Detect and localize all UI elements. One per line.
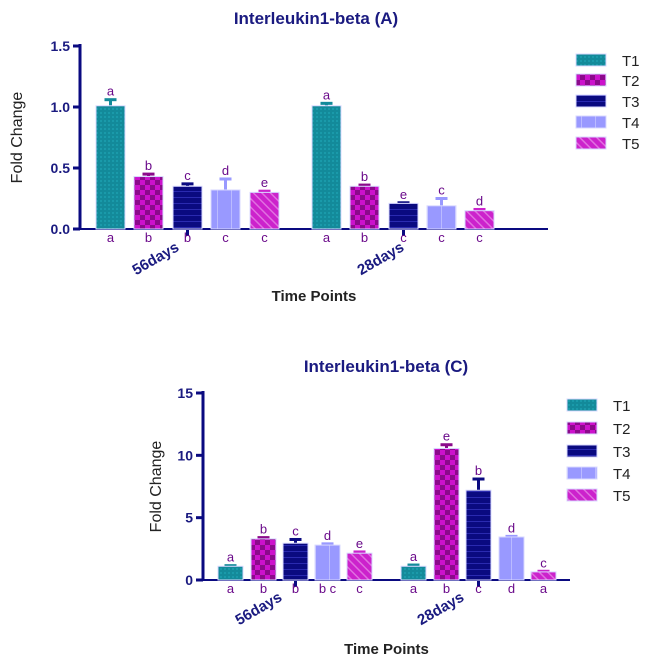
letter-bottom: c [438,230,445,245]
letter-top: b [260,522,267,537]
letter-bottom: c [400,230,407,245]
letter-top: a [107,84,115,99]
bar-t1-56days [217,565,244,581]
legend-swatch-t2 [566,421,598,435]
letter-top: d [324,528,331,543]
letter-bottom: a [540,581,548,596]
bar-t1-56days [95,105,126,230]
bar-t4-56days [314,544,341,581]
legend-label: T1 [613,398,631,415]
bar-t3-56days [172,185,203,230]
legend-swatch-t5 [575,136,607,150]
letter-bottom: c [476,230,483,245]
category-label: 56days [232,589,285,629]
y-tick-label: 15 [177,385,193,401]
bar-t3-28days [465,489,492,581]
letter-top: a [227,550,235,565]
legend-label: T1 [622,53,640,70]
x-axis-label: Time Points [344,641,429,658]
legend-label: T5 [613,488,631,505]
y-tick-label: 0.5 [51,160,71,176]
letter-top: d [508,520,515,535]
y-tick-label: 1.5 [51,38,71,54]
legend-label: T3 [613,444,631,461]
bar-t2-56days [250,538,277,581]
bar-t5-28days [464,210,495,230]
letter-top: c [540,555,547,570]
legend-label: T4 [622,115,640,132]
y-tick-label: 0 [185,572,193,588]
bar-t5-28days [530,571,557,581]
y-tick-label: 1.0 [51,99,71,115]
bar-t4-28days [498,536,525,581]
letter-top: e [400,187,407,202]
letter-bottom: b c [319,581,337,596]
letter-top: c [438,183,445,198]
bar-t4-56days [210,189,241,230]
letter-top: a [323,87,331,102]
legend-label: T2 [622,73,640,90]
letter-bottom: b [145,230,152,245]
bar-t4-28days [426,205,457,230]
legend-label: T4 [613,466,631,483]
letter-bottom: d [508,581,515,596]
legend-label: T2 [613,421,631,438]
bar-t1-28days [400,565,427,581]
y-axis-label: Fold Change [9,92,26,184]
legend-swatch-t5 [566,488,598,502]
legend-swatch-t4 [575,115,607,129]
letter-bottom: c [356,581,363,596]
letter-top: e [261,175,268,190]
letter-bottom: a [323,230,331,245]
y-axis-label: Fold Change [148,441,165,533]
letter-top: b [145,158,152,173]
chart-title: Interleukin1-beta (C) [304,357,468,376]
bar-t3-56days [282,542,309,581]
letter-top: e [356,536,363,551]
legend-label: T3 [622,94,640,111]
legend-swatch-t1 [566,398,598,412]
legend-swatch-t2 [575,73,607,87]
category-label: 28days [414,589,467,629]
y-tick-label: 5 [185,510,193,526]
chart-title: Interleukin1-beta (A) [234,9,398,28]
bar-t5-56days [249,191,280,230]
letter-top: c [184,168,191,183]
bar-t2-28days [349,185,380,230]
letter-top: d [222,163,229,178]
bar-t3-28days [388,202,419,230]
legend-swatch-t3 [575,94,607,108]
legend-swatch-t4 [566,466,598,480]
letter-top: a [410,549,418,564]
letter-bottom: a [227,581,235,596]
category-label: 56days [129,239,182,279]
x-axis-label: Time Points [272,288,357,305]
letter-bottom: c [261,230,268,245]
letter-bottom: b [260,581,267,596]
bar-t1-28days [311,105,342,230]
legend-swatch-t1 [575,53,607,67]
letter-bottom: c [475,581,482,596]
letter-bottom: b [443,581,450,596]
letter-bottom: b [184,230,191,245]
letter-bottom: c [222,230,229,245]
bar-t2-28days [433,447,460,581]
letter-bottom: b [292,581,299,596]
legend-label: T5 [622,136,640,153]
legend-swatch-t3 [566,444,598,458]
bar-t2-56days [133,176,164,230]
letter-top: e [443,429,450,444]
letter-top: b [361,169,368,184]
y-tick-label: 0.0 [51,221,71,237]
y-tick-label: 10 [177,447,193,463]
letter-top: c [292,523,299,538]
letter-bottom: b [361,230,368,245]
letter-top: d [476,193,483,208]
letter-bottom: a [410,581,418,596]
letter-bottom: a [107,230,115,245]
letter-top: b [475,463,482,478]
bar-t5-56days [346,552,373,581]
